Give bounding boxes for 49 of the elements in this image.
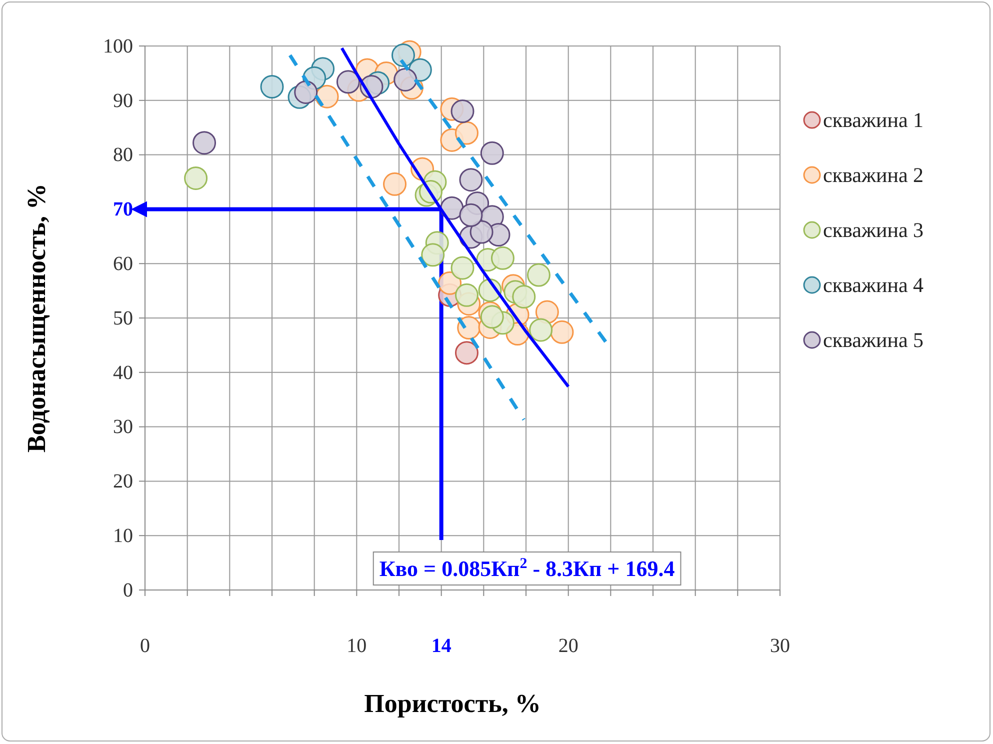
point [480, 305, 504, 329]
point [454, 341, 478, 365]
point [391, 44, 415, 67]
point [550, 320, 574, 344]
y-tick-label: 80 [113, 144, 133, 166]
x-axis-title: Пористость, % [364, 689, 541, 718]
y-tick-label: 90 [113, 90, 133, 112]
y-tick-label: 100 [103, 35, 133, 58]
x-tick-label: 20 [558, 635, 578, 658]
point [454, 283, 478, 307]
y-tick-label: 10 [113, 525, 133, 547]
point [490, 246, 514, 270]
y-tick-label: 20 [113, 470, 133, 493]
x-tick-label: 14 [431, 635, 452, 658]
point [454, 121, 478, 145]
point [394, 68, 418, 92]
point [260, 75, 284, 99]
point [512, 285, 536, 309]
y-axis-title: Водонасыщенность, % [22, 183, 51, 453]
x-tick-label: 30 [770, 635, 790, 658]
legend-label: скважина 3 [823, 218, 924, 242]
point [421, 243, 445, 267]
point [184, 166, 208, 190]
x-tick-label: 10 [346, 635, 367, 658]
point [535, 300, 559, 324]
point [450, 100, 474, 124]
y-tick-label: 40 [113, 362, 133, 384]
point [526, 263, 550, 287]
y-tick-label: 0 [123, 579, 133, 602]
x-tick-label: 0 [140, 635, 150, 658]
point [383, 172, 407, 196]
y-tick-label: 30 [113, 416, 133, 438]
point [529, 318, 553, 342]
y-tick-label: 60 [113, 253, 133, 275]
legend-label: скважина 4 [823, 273, 924, 297]
y-tick-label: 70 [113, 198, 133, 221]
legend-label: скважина 2 [823, 163, 924, 187]
point [192, 131, 216, 155]
point [336, 70, 360, 94]
y-tick-label: 50 [113, 307, 133, 330]
point [480, 141, 504, 165]
point [459, 203, 483, 227]
legend-label: скважина 5 [823, 328, 924, 352]
point [450, 256, 474, 280]
legend-label: скважина 1 [823, 108, 924, 132]
point [459, 168, 483, 192]
annotation: Кво = 0.085Кп$^{2}$ - 8.3Кп + 169.4 [379, 556, 675, 581]
point [470, 220, 494, 244]
point [294, 80, 318, 104]
